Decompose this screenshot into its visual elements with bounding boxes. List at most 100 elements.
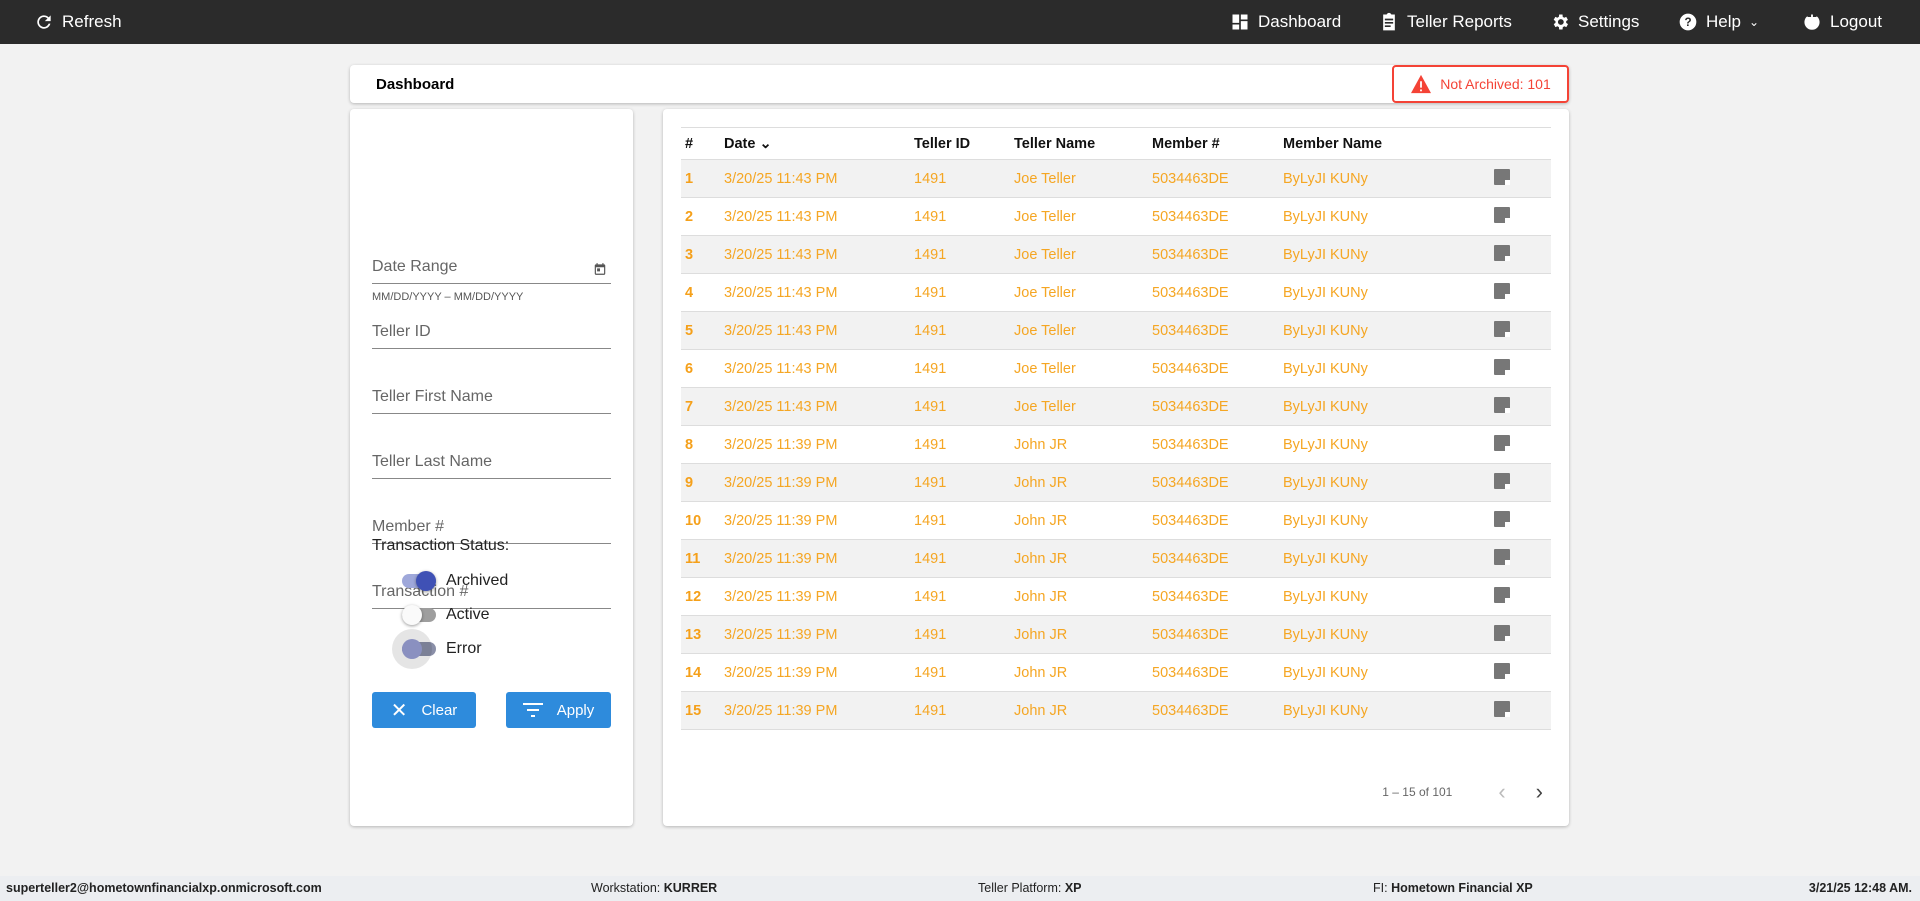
row-number: 11 <box>681 539 720 578</box>
row-number: 3 <box>681 235 720 274</box>
note-icon[interactable] <box>1494 586 1510 603</box>
note-icon[interactable] <box>1494 472 1510 489</box>
note-icon[interactable] <box>1494 662 1510 679</box>
table-row[interactable]: 7 3/20/25 11:43 PM 1491 Joe Teller 5034463DE… <box>681 387 1551 426</box>
teller-last-name-input[interactable]: Teller Last Name <box>372 447 611 479</box>
row-teller-name: Joe Teller <box>1010 387 1148 426</box>
note-icon[interactable] <box>1494 434 1510 451</box>
col-member-number[interactable]: Member # <box>1148 127 1279 160</box>
note-icon[interactable] <box>1494 168 1510 185</box>
nav-logout-label: Logout <box>1830 12 1882 31</box>
nav-teller-reports[interactable]: Teller Reports <box>1379 0 1512 44</box>
power-icon <box>1804 14 1820 30</box>
note-icon[interactable] <box>1494 624 1510 641</box>
teller-first-name-input[interactable]: Teller First Name <box>372 382 611 414</box>
row-date: 3/20/25 11:43 PM <box>720 311 910 350</box>
table-row[interactable]: 8 3/20/25 11:39 PM 1491 John JR 5034463DE ByL… <box>681 425 1551 464</box>
row-member-name: ByLyJI KUNy <box>1279 235 1490 274</box>
table-row[interactable]: 4 3/20/25 11:43 PM 1491 Joe Teller 5034463DE… <box>681 273 1551 312</box>
col-teller-id[interactable]: Teller ID <box>910 127 1010 160</box>
warning-icon <box>1411 74 1432 94</box>
error-toggle[interactable]: Error <box>392 629 482 669</box>
date-range-input[interactable]: Date Range <box>372 252 611 284</box>
note-icon[interactable] <box>1494 206 1510 223</box>
table-row[interactable]: 10 3/20/25 11:39 PM 1491 John JR 5034463DE By… <box>681 501 1551 540</box>
table-row[interactable]: 14 3/20/25 11:39 PM 1491 John JR 5034463DE By… <box>681 653 1551 692</box>
transaction-status-label: Transaction Status: <box>372 537 510 554</box>
row-number: 12 <box>681 577 720 616</box>
table-row[interactable]: 6 3/20/25 11:43 PM 1491 Joe Teller 5034463DE… <box>681 349 1551 388</box>
table-row[interactable]: 3 3/20/25 11:43 PM 1491 Joe Teller 5034463DE… <box>681 235 1551 274</box>
row-number: 5 <box>681 311 720 350</box>
table-row[interactable]: 2 3/20/25 11:43 PM 1491 Joe Teller 5034463DE… <box>681 197 1551 236</box>
active-toggle[interactable]: Active <box>402 605 490 625</box>
refresh-icon <box>37 15 51 29</box>
nav-logout[interactable]: Logout <box>1802 0 1882 44</box>
row-member-name: ByLyJI KUNy <box>1279 691 1490 730</box>
apply-button[interactable]: Apply <box>506 692 611 728</box>
table-row[interactable]: 15 3/20/25 11:39 PM 1491 John JR 5034463DE By… <box>681 691 1551 730</box>
filter-icon <box>522 703 543 717</box>
note-icon[interactable] <box>1494 282 1510 299</box>
row-teller-name: John JR <box>1010 539 1148 578</box>
row-member-number: 5034463DE <box>1148 235 1279 274</box>
workstation-label: Workstation: <box>591 881 661 895</box>
col-teller-name[interactable]: Teller Name <box>1010 127 1148 160</box>
row-number: 15 <box>681 691 720 730</box>
table-row[interactable]: 1 3/20/25 11:43 PM 1491 Joe Teller 5034463DE… <box>681 159 1551 198</box>
row-member-number: 5034463DE <box>1148 463 1279 502</box>
not-archived-badge[interactable]: Not Archived: 101 <box>1392 65 1569 103</box>
note-icon[interactable] <box>1494 510 1510 527</box>
platform-value: XP <box>1064 881 1082 895</box>
sort-desc-icon[interactable]: ⌄ <box>759 135 772 152</box>
col-date[interactable]: Date ⌄ <box>720 127 910 160</box>
table-row[interactable]: 12 3/20/25 11:39 PM 1491 John JR 5034463DE By… <box>681 577 1551 616</box>
note-icon[interactable] <box>1494 700 1510 717</box>
archived-toggle[interactable]: Archived <box>402 571 508 591</box>
refresh-button[interactable]: Refresh <box>34 0 122 44</box>
row-actions <box>1490 577 1551 616</box>
table-row[interactable]: 9 3/20/25 11:39 PM 1491 John JR 5034463DE ByL… <box>681 463 1551 502</box>
note-icon[interactable] <box>1494 396 1510 413</box>
calendar-icon[interactable] <box>593 262 607 276</box>
note-icon[interactable] <box>1494 358 1510 375</box>
page-header: Dashboard Not Archived: 101 <box>350 65 1569 103</box>
next-page-button[interactable]: › <box>1535 779 1543 804</box>
transaction-number-input[interactable]: Transaction # <box>372 577 611 609</box>
row-member-name: ByLyJI KUNy <box>1279 349 1490 388</box>
footer-workstation: Workstation: KURRER <box>591 881 717 895</box>
nav-help-label: Help <box>1706 12 1741 31</box>
table-row[interactable]: 11 3/20/25 11:39 PM 1491 John JR 5034463DE By… <box>681 539 1551 578</box>
workstation-value: KURRER <box>663 881 718 895</box>
note-icon[interactable] <box>1494 548 1510 565</box>
row-actions <box>1490 349 1551 388</box>
note-icon[interactable] <box>1494 320 1510 337</box>
col-number: # <box>681 127 720 160</box>
row-teller-name: Joe Teller <box>1010 311 1148 350</box>
table-row[interactable]: 5 3/20/25 11:43 PM 1491 Joe Teller 5034463DE… <box>681 311 1551 350</box>
row-date: 3/20/25 11:43 PM <box>720 197 910 236</box>
row-member-number: 5034463DE <box>1148 501 1279 540</box>
row-member-number: 5034463DE <box>1148 349 1279 388</box>
row-actions <box>1490 691 1551 730</box>
note-icon[interactable] <box>1494 244 1510 261</box>
teller-id-input[interactable]: Teller ID <box>372 317 611 349</box>
prev-page-button[interactable]: ‹ <box>1498 779 1506 804</box>
row-teller-id: 1491 <box>910 159 1010 198</box>
nav-dashboard[interactable]: Dashboard <box>1230 0 1341 44</box>
member-number-input[interactable]: Member # <box>372 512 611 544</box>
filter-panel: Date Range MM/DD/YYYY – MM/DD/YYYY Telle… <box>350 109 633 826</box>
table-row[interactable]: 13 3/20/25 11:39 PM 1491 John JR 5034463DE By… <box>681 615 1551 654</box>
fi-value: Hometown Financial XP <box>1391 881 1533 895</box>
row-number: 2 <box>681 197 720 236</box>
error-toggle-label: Error <box>446 640 482 657</box>
row-member-number: 5034463DE <box>1148 539 1279 578</box>
row-actions <box>1490 159 1551 198</box>
row-teller-name: Joe Teller <box>1010 159 1148 198</box>
gear-icon <box>1553 14 1568 30</box>
nav-help[interactable]: ? Help ⌄ <box>1678 0 1759 44</box>
nav-settings[interactable]: Settings <box>1550 0 1639 44</box>
row-member-name: ByLyJI KUNy <box>1279 273 1490 312</box>
col-member-name[interactable]: Member Name <box>1279 127 1490 160</box>
clear-button[interactable]: ✕ Clear <box>372 692 476 728</box>
